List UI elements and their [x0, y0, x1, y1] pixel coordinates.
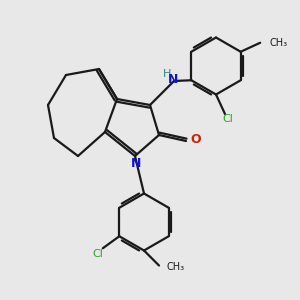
Text: N: N: [131, 157, 142, 170]
Text: CH₃: CH₃: [269, 38, 287, 48]
Text: H: H: [163, 69, 172, 80]
Text: CH₃: CH₃: [167, 262, 184, 272]
Text: O: O: [190, 133, 201, 146]
Text: N: N: [168, 73, 178, 86]
Text: Cl: Cl: [92, 249, 103, 259]
Text: Cl: Cl: [223, 114, 233, 124]
